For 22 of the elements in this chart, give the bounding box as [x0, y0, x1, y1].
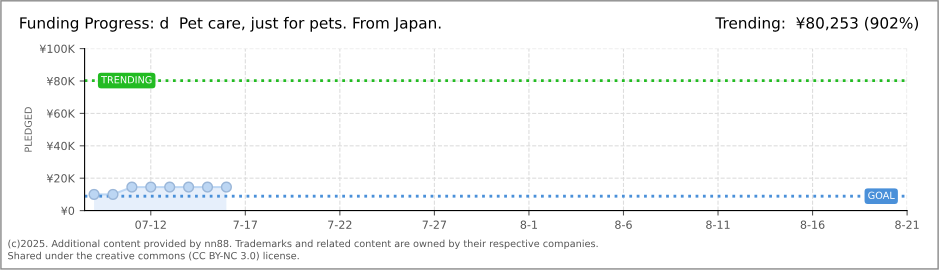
x-tick-label: 07-12 [135, 220, 166, 229]
y-axis-title: PLEDGED [24, 107, 32, 152]
ref-line-label: GOAL [868, 192, 895, 200]
x-tick-label: 8-6 [615, 220, 632, 229]
chart-subtitle: Trending: ¥80,253 (902%) [715, 16, 918, 32]
x-tick-label: 7-17 [234, 220, 257, 229]
chart-title: Funding Progress: d Pet care, just for pets. From Japan. [20, 16, 440, 32]
y-tick-label: ¥0 [61, 206, 74, 215]
text: Shared under the creative commons (CC BY-NC 3.0) license. [8, 252, 299, 260]
x-tick-label: 7-22 [328, 220, 352, 229]
ref-line-label: TRENDING [101, 76, 152, 84]
x-tick-label: 8-11 [706, 220, 730, 229]
y-tick-label: ¥60K [46, 109, 76, 118]
x-tick-label: 8-16 [800, 220, 824, 229]
y-tick-label: ¥80K [46, 76, 76, 86]
text: (c)2025. Additional content provided by nn88. Trademarks and related content are owned by their respective companies. [8, 240, 598, 250]
x-tick-label: 7-27 [422, 220, 446, 229]
y-tick-label: ¥40K [46, 142, 76, 150]
x-tick-label: 8-1 [520, 220, 537, 229]
y-tick-label: ¥100K [40, 44, 76, 53]
x-tick-label: 8-21 [895, 220, 919, 229]
y-tick-label: ¥20K [46, 174, 76, 183]
